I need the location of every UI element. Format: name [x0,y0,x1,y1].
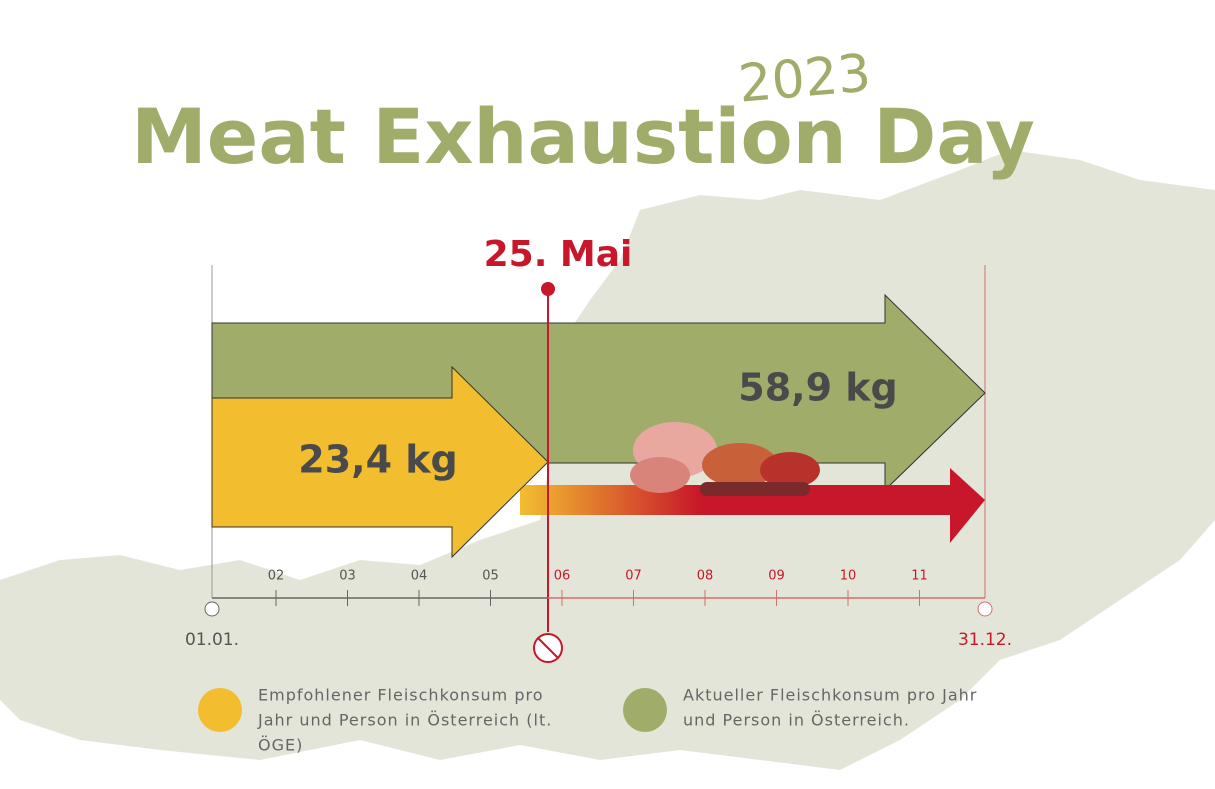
month-label: 06 [554,569,571,584]
month-label: 05 [482,569,499,584]
date-marker: 25. Mai [484,234,633,275]
month-label: 08 [697,569,714,584]
yellow-arrow [211,365,549,559]
actual-value: 58,9 kg [738,366,897,410]
month-label: 10 [840,569,857,584]
red-arrow [520,468,985,543]
legend-swatch-actual [623,688,667,732]
start-dot [204,601,220,617]
month-label: 11 [911,569,928,584]
month-label: 07 [625,569,642,584]
month-label: 09 [768,569,785,584]
legend-swatch-recommended [198,688,242,732]
year-card [726,33,894,127]
legend-text: Aktueller Fleischkonsum pro Jahr [683,686,977,705]
month-label: 04 [411,569,428,584]
year: 2023 [736,43,873,114]
meat-illustration [630,422,820,496]
start-date: 01.01. [185,630,239,650]
legend-text: und Person in Österreich. [683,711,910,730]
end-date: 31.12. [958,630,1012,650]
title: Meat Exhaustion Day [131,92,1035,181]
month-label: 02 [268,569,285,584]
marker-dot [541,282,555,296]
legend-text: Jahr und Person in Österreich (lt. [257,711,552,730]
recommended-value: 23,4 kg [298,438,457,482]
month-label: 03 [339,569,356,584]
legend-text: ÖGE) [258,736,303,755]
no-meat-slash [537,637,559,659]
legend-text: Empfohlener Fleischkonsum pro [258,686,544,705]
end-dot [977,601,993,617]
